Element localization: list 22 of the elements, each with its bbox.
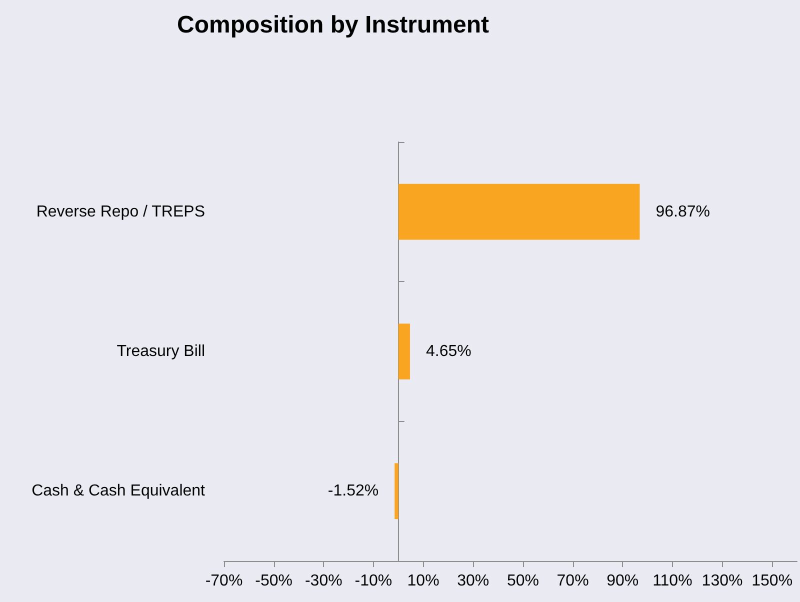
x-tick-label: -50%	[255, 572, 293, 590]
y-tick-label: Treasury Bill	[116, 343, 205, 360]
y-tick-label: Cash & Cash Equivalent	[32, 482, 206, 500]
x-tick-label: 130%	[702, 572, 743, 590]
bar	[394, 463, 398, 520]
x-tick-label: 70%	[556, 572, 589, 590]
x-tick-label: 10%	[407, 572, 440, 590]
data-label: 96.87%	[656, 203, 710, 220]
data-label: -1.52%	[328, 482, 379, 500]
x-tick-label: 150%	[752, 572, 793, 590]
bar	[398, 184, 640, 240]
x-tick-label: -30%	[304, 572, 342, 590]
bar	[398, 324, 410, 380]
x-tick-label: -70%	[205, 572, 243, 590]
x-tick-label: 30%	[457, 572, 490, 590]
y-tick-label: Reverse Repo / TREPS	[36, 203, 205, 220]
x-tick-label: -10%	[354, 572, 392, 590]
x-tick-label: 110%	[652, 572, 692, 590]
x-tick-label: 90%	[606, 572, 639, 590]
x-tick-label: 50%	[506, 572, 539, 590]
data-label: 4.65%	[426, 343, 472, 360]
chart-title: Composition by Instrument	[177, 12, 490, 38]
